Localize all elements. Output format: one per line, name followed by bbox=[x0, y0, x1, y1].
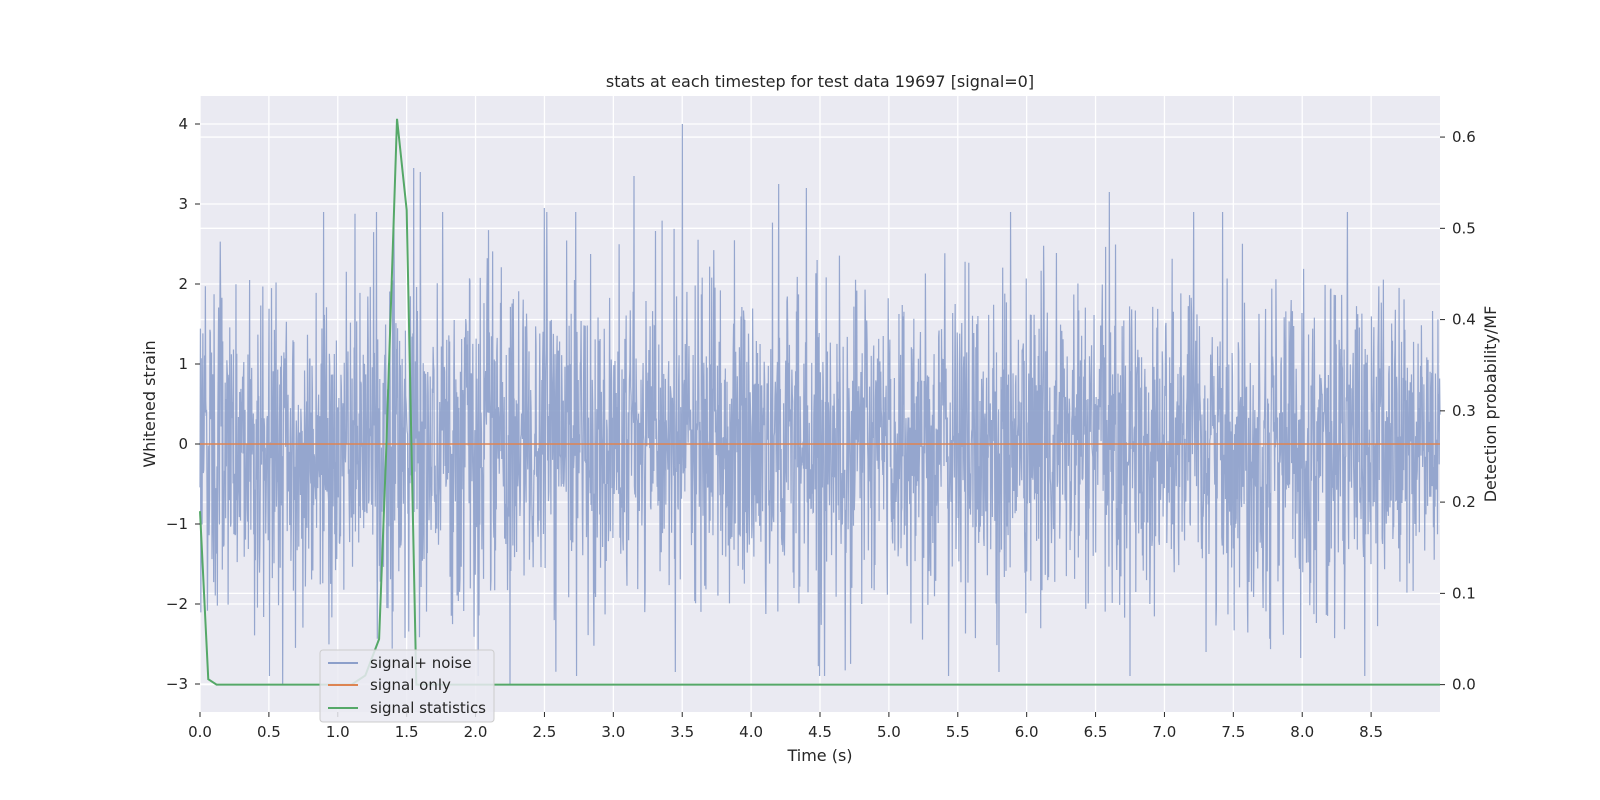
y-right-tick-label: 0.0 bbox=[1452, 676, 1476, 694]
y-tick-label: 2 bbox=[178, 275, 188, 293]
y-tick-label: −1 bbox=[166, 515, 188, 533]
y-right-tick-label: 0.4 bbox=[1452, 311, 1476, 329]
x-tick-label: 0.5 bbox=[257, 723, 281, 741]
y-tick-label: 0 bbox=[178, 435, 188, 453]
x-tick-label: 3.5 bbox=[670, 723, 694, 741]
x-tick-label: 6.5 bbox=[1084, 723, 1108, 741]
x-tick-label: 4.5 bbox=[808, 723, 832, 741]
y-right-tick-label: 0.6 bbox=[1452, 128, 1476, 146]
legend-label-signal-noise: signal+ noise bbox=[370, 654, 472, 672]
x-tick-label: 5.5 bbox=[946, 723, 970, 741]
x-tick-label: 8.5 bbox=[1359, 723, 1383, 741]
legend: signal+ noise signal only signal statist… bbox=[319, 649, 495, 723]
x-tick-label: 8.0 bbox=[1290, 723, 1314, 741]
ticks-layer: 0.0 0.5 1.0 1.5 2.0 2.5 3.0 3.5 4.0 4.5 5.0 5.5 6.0 6… bbox=[166, 115, 1476, 741]
y-tick-label: 4 bbox=[178, 115, 188, 133]
x-tick-label: 1.0 bbox=[326, 723, 350, 741]
chart-title: stats at each timestep for test data 196… bbox=[606, 72, 1034, 91]
x-tick-label: 3.0 bbox=[601, 723, 625, 741]
y-tick-label: 3 bbox=[178, 195, 188, 213]
x-tick-label: 4.0 bbox=[739, 723, 763, 741]
x-tick-label: 5.0 bbox=[877, 723, 901, 741]
x-tick-label: 0.0 bbox=[188, 723, 212, 741]
series-signal-noise bbox=[199, 123, 1441, 685]
y-tick-label: −2 bbox=[166, 595, 188, 613]
y-axis-title: Whitened strain bbox=[140, 340, 159, 467]
y-right-axis-title: Detection probability/MF bbox=[1481, 306, 1500, 503]
x-tick-label: 2.0 bbox=[464, 723, 488, 741]
y-right-tick-label: 0.2 bbox=[1452, 493, 1476, 511]
legend-label-signal-statistics: signal statistics bbox=[370, 699, 486, 717]
x-tick-label: 7.0 bbox=[1153, 723, 1177, 741]
x-tick-label: 7.5 bbox=[1221, 723, 1245, 741]
y-right-tick-label: 0.3 bbox=[1452, 402, 1476, 420]
legend-label-signal-only: signal only bbox=[370, 676, 451, 694]
y-right-tick-label: 0.5 bbox=[1452, 219, 1476, 237]
legend-box bbox=[319, 649, 495, 723]
x-tick-label: 6.0 bbox=[1015, 723, 1039, 741]
y-right-tick-label: 0.1 bbox=[1452, 584, 1476, 602]
y-tick-label: 1 bbox=[178, 355, 188, 373]
y-tick-label: −3 bbox=[166, 675, 188, 693]
x-tick-label: 1.5 bbox=[395, 723, 419, 741]
x-axis-title: Time (s) bbox=[786, 746, 852, 765]
x-tick-label: 2.5 bbox=[533, 723, 557, 741]
